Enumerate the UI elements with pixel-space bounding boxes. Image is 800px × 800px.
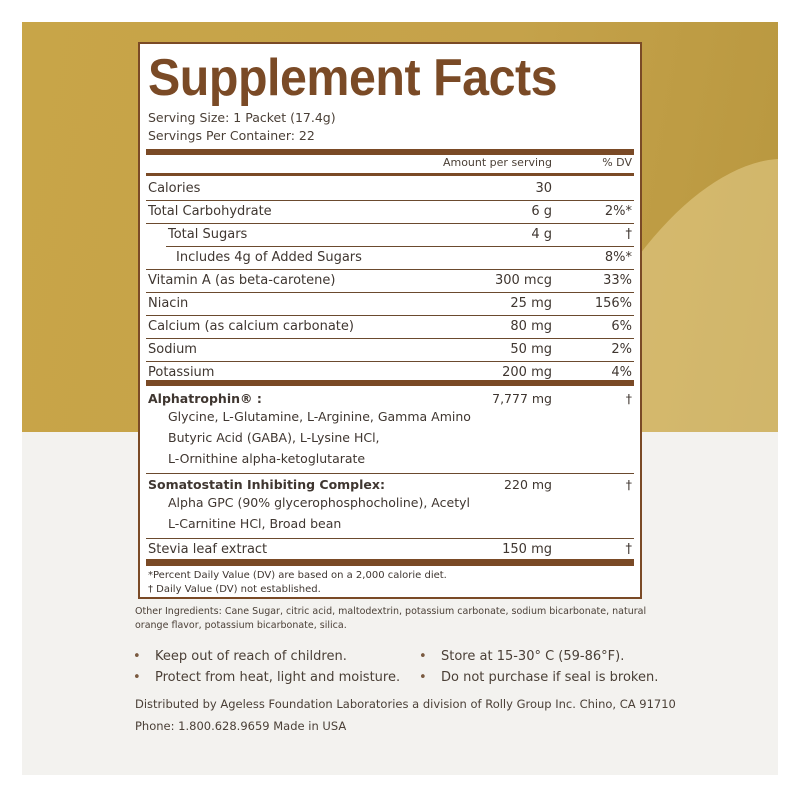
warning-item: • Store at 15-30° C (59-86°F). — [419, 649, 624, 664]
blend-ingredient-line: Alpha GPC (90% glycerophosphocholine), A… — [168, 495, 470, 510]
nutrient-amount: 30 — [535, 181, 552, 196]
warning-item: • Protect from heat, light and moisture. — [133, 670, 400, 685]
nutrient-name: Sodium — [148, 342, 197, 357]
other-ingredients: Other Ingredients: Cane Sugar, citric ac… — [135, 606, 647, 631]
blend-ingredient-line: Glycine, L-Glutamine, L-Arginine, Gamma … — [168, 409, 471, 424]
nutrient-row: Total Sugars 4 g † — [166, 224, 634, 247]
nutrient-row: Sodium 50 mg 2% — [146, 339, 634, 362]
nutrient-name: Calcium (as calcium carbonate) — [148, 319, 354, 334]
bullet-icon: • — [133, 670, 141, 685]
blend-dv: † — [625, 391, 632, 406]
nutrient-amount: 300 mcg — [494, 273, 552, 288]
nutrient-name: Includes 4g of Added Sugars — [176, 250, 362, 265]
nutrient-name: Vitamin A (as beta-carotene) — [148, 273, 336, 288]
divider-thick — [146, 380, 634, 386]
nutrient-dv: 33% — [603, 273, 632, 288]
stevia-row: Stevia leaf extract 150 mg † — [146, 539, 634, 561]
divider-medium — [146, 173, 634, 176]
nutrient-name: Calories — [148, 181, 201, 196]
supplement-facts-panel: Supplement Facts Serving Size: 1 Packet … — [138, 42, 642, 599]
warning-text: Keep out of reach of children. — [155, 649, 347, 664]
distributor-info: Distributed by Ageless Foundation Labora… — [135, 697, 676, 711]
warning-text: Protect from heat, light and moisture. — [155, 670, 401, 685]
nutrient-row: Includes 4g of Added Sugars 8%* — [146, 247, 634, 270]
nutrient-name: Potassium — [148, 365, 215, 380]
nutrient-amount: 25 mg — [510, 296, 552, 311]
footnote-dv: *Percent Daily Value (DV) are based on a… — [148, 570, 447, 581]
nutrient-dv: 4% — [611, 365, 632, 380]
divider-thick — [146, 559, 634, 566]
dv-header: % DV — [602, 156, 632, 169]
nutrient-amount: 6 g — [531, 204, 552, 219]
nutrient-row: Calcium (as calcium carbonate) 80 mg 6% — [146, 316, 634, 339]
phone-info: Phone: 1.800.628.9659 Made in USA — [135, 719, 347, 733]
nutrient-dv: † — [625, 542, 633, 557]
warning-item: • Keep out of reach of children. — [133, 649, 347, 664]
blend-ingredient-line: Butyric Acid (GABA), L-Lysine HCl, — [168, 430, 380, 445]
nutrient-dv: 8%* — [604, 250, 632, 265]
divider-thick — [146, 149, 634, 155]
blend-amount: 220 mg — [504, 477, 552, 492]
nutrient-dv: 156% — [594, 296, 632, 311]
blend-name: Somatostatin Inhibiting Complex: — [148, 477, 385, 492]
panel-title: Supplement Facts — [148, 49, 558, 107]
nutrient-name: Stevia leaf extract — [148, 542, 268, 557]
nutrient-row: Total Carbohydrate 6 g 2%* — [146, 201, 634, 224]
blend-table: Alphatrophin® : 7,777 mg † Glycine, L-Gl… — [146, 388, 634, 561]
nutrient-dv: 2% — [611, 342, 632, 357]
nutrient-row: Potassium 200 mg 4% — [146, 362, 634, 384]
blend-dv: † — [625, 477, 632, 492]
nutrient-dv: † — [625, 227, 633, 242]
bullet-icon: • — [419, 670, 427, 685]
nutrient-table: Calories 30 Total Carbohydrate 6 g 2%* Tota… — [146, 178, 634, 384]
serving-size: Serving Size: 1 Packet (17.4g) — [148, 110, 336, 125]
nutrient-amount: 4 g — [531, 227, 552, 242]
footnote-dagger: † Daily Value (DV) not established. — [148, 584, 321, 595]
blend-somatostatin: Somatostatin Inhibiting Complex: 220 mg … — [146, 474, 634, 539]
nutrient-amount: 50 mg — [510, 342, 552, 357]
warning-item: • Do not purchase if seal is broken. — [419, 670, 658, 685]
bullet-icon: • — [419, 649, 427, 664]
amount-header: Amount per serving — [442, 156, 552, 169]
nutrient-name: Total Carbohydrate — [148, 204, 272, 219]
nutrient-name: Total Sugars — [168, 227, 248, 242]
bullet-icon: • — [133, 649, 141, 664]
nutrient-amount: 80 mg — [510, 319, 552, 334]
nutrient-dv: 2%* — [604, 204, 632, 219]
nutrient-dv: 6% — [611, 319, 632, 334]
warning-text: Store at 15-30° C (59-86°F). — [441, 649, 625, 664]
blend-name: Alphatrophin® : — [148, 391, 262, 406]
servings-per-container: Servings Per Container: 22 — [148, 128, 315, 143]
nutrient-amount: 150 mg — [502, 542, 552, 557]
blend-ingredient-line: L-Ornithine alpha-ketoglutarate — [168, 451, 366, 466]
warning-text: Do not purchase if seal is broken. — [441, 670, 659, 685]
nutrient-row: Niacin 25 mg 156% — [146, 293, 634, 316]
nutrient-row: Vitamin A (as beta-carotene) 300 mcg 33% — [146, 270, 634, 293]
nutrient-row: Calories 30 — [146, 178, 634, 201]
blend-ingredient-line: L-Carnitine HCl, Broad bean — [168, 516, 342, 531]
nutrient-name: Niacin — [148, 296, 189, 311]
blend-amount: 7,777 mg — [492, 391, 552, 406]
blend-alphatrophin: Alphatrophin® : 7,777 mg † Glycine, L-Gl… — [146, 388, 634, 474]
nutrient-amount: 200 mg — [502, 365, 552, 380]
